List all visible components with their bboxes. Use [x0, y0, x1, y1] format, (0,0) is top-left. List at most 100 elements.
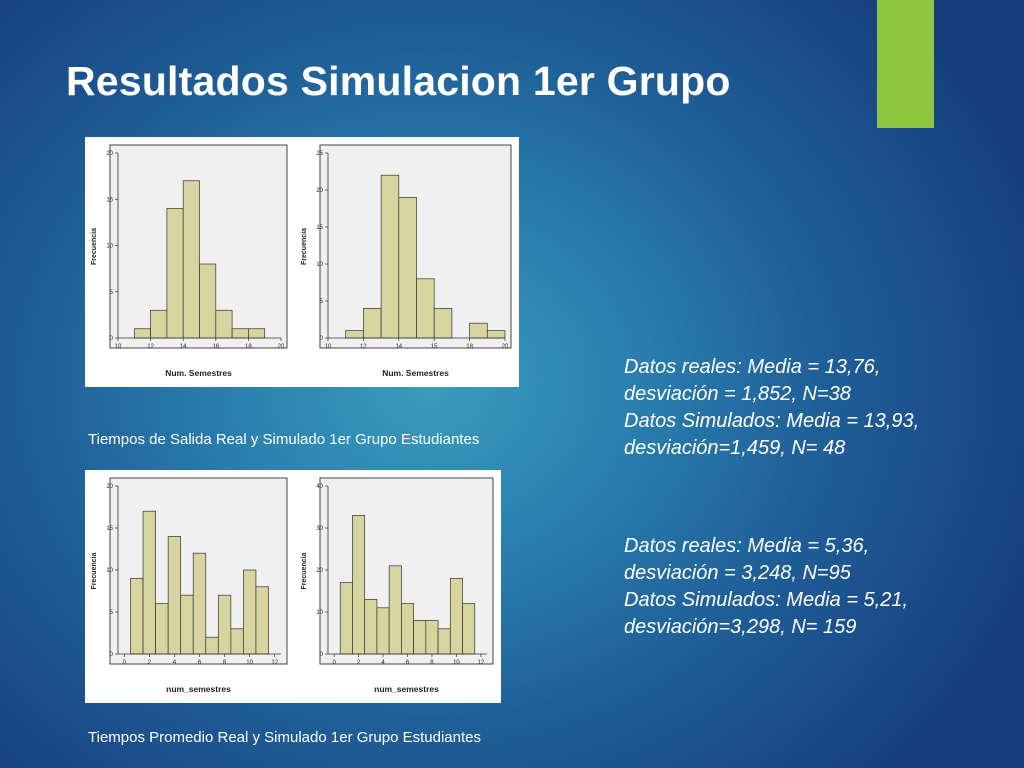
histogram-bar [339, 582, 353, 655]
x-tick-label: 10 [246, 660, 253, 666]
x-axis-label: Num. Semestres [382, 368, 449, 378]
y-tick-label: 20 [316, 568, 323, 574]
histogram-bar [433, 308, 453, 339]
y-tick-label: 0 [320, 336, 324, 342]
y-tick-label: 10 [316, 610, 323, 616]
y-tick-label: 15 [106, 197, 113, 203]
histogram-bar [398, 197, 417, 339]
y-tick-label: 15 [106, 526, 113, 532]
histogram-bar [133, 328, 151, 339]
histogram-bar [345, 330, 364, 339]
stats-top: Datos reales: Media = 13,76, desviación … [624, 354, 919, 462]
histogram-bar [166, 208, 184, 339]
y-tick-label: 5 [110, 290, 114, 296]
stats-bottom-line: desviación = 3,248, N=95 [624, 562, 851, 584]
histogram-bar [363, 308, 382, 339]
y-tick-label: 20 [316, 188, 323, 194]
x-tick-label: 0 [123, 660, 127, 666]
x-axis-label: num_semestres [166, 684, 231, 694]
x-tick-label: 20 [278, 344, 285, 350]
histogram-bar [199, 263, 217, 339]
histogram-bar [449, 578, 463, 655]
histogram-simulado-salida: 0 5 10 15 20 25 10 12 14 15 18 20 Num. Semestres Frec… [301, 144, 512, 378]
x-tick-label: 4 [173, 660, 177, 666]
stats-bottom-line: Datos reales: Media = 5,36, [624, 535, 870, 557]
x-tick-label: 8 [430, 660, 434, 666]
y-tick-label: 40 [316, 484, 323, 490]
histogram-bar [388, 565, 402, 655]
x-tick-label: 10 [115, 344, 122, 350]
histogram-bar [150, 309, 168, 339]
x-axis-label: num_semestres [374, 684, 439, 694]
slide-title: Resultados Simulacion 1er Grupo [66, 58, 731, 104]
y-tick-label: 30 [316, 526, 323, 532]
y-tick-label: 5 [320, 299, 324, 305]
histogram-simulado-promedio: 0 10 20 30 40 0 2 4 6 8 10 12 num_semestres Frecuenci… [301, 477, 494, 694]
y-tick-label: 0 [110, 336, 114, 342]
x-tick-label: 14 [180, 344, 187, 350]
x-tick-label: 0 [332, 660, 336, 666]
stats-top-line: Datos reales: Media = 13,76, [624, 356, 881, 378]
histogram-bar [416, 278, 435, 339]
histogram-bar [425, 620, 439, 655]
histogram-bar [248, 328, 266, 339]
histogram-bar [215, 309, 233, 339]
x-tick-label: 2 [357, 660, 361, 666]
histogram-bar [469, 322, 488, 339]
x-tick-label: 10 [453, 660, 460, 666]
x-tick-label: 20 [502, 344, 509, 350]
stats-bottom-line: Datos Simulados: Media = 5,21, [624, 589, 909, 611]
x-axis-label: Num. Semestres [165, 368, 232, 378]
x-tick-label: 12 [147, 344, 154, 350]
stats-bottom-line: desviación=3,298, N= 159 [624, 616, 857, 638]
y-tick-label: 15 [316, 225, 323, 231]
histogram-bar [255, 586, 269, 655]
histogram-bar [352, 515, 366, 655]
y-axis-label: Frecuencia [91, 552, 98, 589]
stats-bottom: Datos reales: Media = 5,36, desviación =… [624, 533, 908, 641]
histogram-bar [155, 603, 169, 655]
x-tick-label: 4 [381, 660, 385, 666]
histogram-bar [142, 510, 156, 655]
histogram-bar [230, 628, 244, 655]
histogram-bar [486, 330, 506, 339]
histogram-bar [243, 569, 257, 655]
x-tick-label: 2 [148, 660, 152, 666]
y-tick-label: 10 [106, 244, 113, 250]
histogram-real-salida: 0 5 10 15 20 10 12 14 16 18 20 Num. Semestres Frecue… [91, 144, 288, 378]
y-tick-label: 20 [106, 151, 113, 157]
histogram-bar [205, 636, 219, 655]
histogram-bar [376, 607, 390, 655]
y-tick-label: 25 [316, 151, 323, 157]
histogram-bar [401, 603, 414, 655]
histogram-panel-bottom: 0 5 10 15 20 0 2 4 6 8 10 12 num_semestres Frecuencia… [85, 470, 501, 703]
y-tick-label: 10 [316, 262, 323, 268]
histogram-bar [180, 594, 194, 655]
x-tick-label: 6 [198, 660, 202, 666]
y-tick-label: 0 [320, 652, 324, 658]
accent-bar [877, 0, 934, 128]
histogram-real-promedio: 0 5 10 15 20 0 2 4 6 8 10 12 num_semestres Frecuencia [91, 477, 288, 694]
histogram-bar [380, 174, 400, 339]
histogram-bar [192, 552, 207, 655]
histogram-bar [167, 536, 182, 655]
stats-top-line: desviación = 1,852, N=38 [624, 383, 851, 405]
y-axis-label: Frecuencia [91, 228, 98, 265]
x-tick-label: 15 [431, 344, 438, 350]
y-axis-label: Frecuencia [301, 552, 308, 589]
histogram-bar [462, 603, 476, 655]
x-tick-label: 10 [325, 344, 332, 350]
caption-top: Tiempos de Salida Real y Simulado 1er Gr… [88, 431, 480, 448]
stats-top-line: desviación=1,459, N= 48 [624, 437, 846, 459]
histogram-bar [413, 620, 427, 655]
y-tick-label: 5 [110, 610, 114, 616]
x-tick-label: 16 [212, 344, 219, 350]
x-tick-label: 12 [478, 660, 485, 666]
y-tick-label: 0 [110, 652, 114, 658]
x-tick-label: 6 [406, 660, 410, 666]
histogram-bar [437, 628, 451, 655]
x-tick-label: 18 [466, 344, 473, 350]
x-tick-label: 12 [271, 660, 278, 666]
x-tick-label: 12 [360, 344, 367, 350]
y-tick-label: 20 [106, 484, 113, 490]
